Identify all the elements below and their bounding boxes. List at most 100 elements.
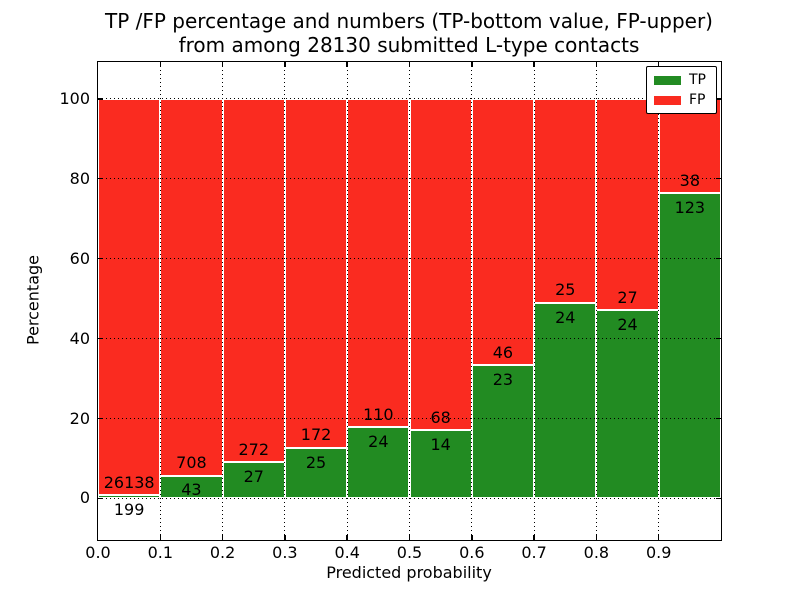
y-tick-label: 0 — [79, 488, 90, 508]
tp-count-label: 123 — [674, 197, 706, 217]
bar-segment-fp — [471, 98, 535, 366]
tp-count-label: 24 — [368, 431, 389, 451]
x-tick-label: 0.8 — [583, 543, 610, 562]
fp-count-label: 708 — [176, 453, 207, 473]
legend-entry-tp: TP — [654, 72, 709, 88]
y-tick-mark — [716, 177, 721, 180]
x-tick-label: 0.3 — [272, 543, 298, 562]
fp-count-label: 172 — [300, 425, 332, 445]
y-tick-mark — [716, 257, 721, 260]
x-tick-mark — [284, 535, 286, 540]
y-tick-mark — [98, 337, 103, 340]
y-tick-mark — [98, 417, 103, 420]
x-gridline — [533, 62, 535, 540]
x-tick-label: 0.9 — [645, 543, 672, 562]
bar-segment-fp — [98, 98, 161, 496]
x-gridline — [658, 62, 660, 540]
y-tick-label: 40 — [69, 328, 90, 348]
legend-entry-fp: FP — [654, 92, 709, 108]
chart-title-line1: TP /FP percentage and numbers (TP-bottom… — [105, 9, 713, 33]
y-tick-label: 80 — [69, 168, 90, 188]
tp-legend-swatch — [654, 75, 681, 85]
y-tick-label: 20 — [69, 408, 90, 428]
x-tick-mark — [657, 62, 660, 67]
y-tick-mark — [98, 98, 103, 100]
plot-area: 26138 199 708 43 272 27 172 25 110 24 68 14 46 23 25 24… — [97, 61, 722, 541]
x-tick-mark — [595, 535, 598, 540]
bar-segment-fp — [409, 98, 472, 431]
x-tick-mark — [284, 62, 286, 67]
y-tick-mark — [98, 257, 103, 260]
x-gridline — [284, 62, 286, 540]
x-tick-mark — [408, 535, 411, 540]
bar-segment-tp — [471, 365, 535, 499]
x-tick-mark — [471, 62, 473, 67]
fp-legend-label: FP — [689, 92, 706, 108]
x-gridline — [409, 62, 410, 540]
tp-count-label: 24 — [617, 315, 638, 335]
bar-segment-tp — [596, 310, 659, 499]
x-tick-mark — [346, 62, 348, 67]
bar-segment-fp — [284, 98, 348, 448]
x-tick-mark — [346, 535, 348, 540]
fp-legend-swatch — [654, 95, 681, 105]
bar-segment-tp — [284, 447, 348, 499]
x-tick-label: 0.7 — [521, 543, 547, 562]
fp-count-label: 38 — [679, 170, 701, 190]
bar-segment-fp — [222, 98, 285, 463]
fp-count-label: 25 — [555, 280, 576, 300]
y-tick-mark — [716, 497, 721, 500]
x-tick-label: 0.0 — [85, 543, 111, 562]
x-tick-mark — [533, 62, 535, 67]
y-tick-mark — [716, 337, 721, 340]
y-tick-label: 100 — [59, 88, 90, 108]
bar-segment-tp — [222, 462, 285, 499]
x-tick-mark — [221, 535, 224, 540]
x-tick-label: 0.4 — [334, 543, 360, 562]
tp-legend-label: TP — [689, 72, 706, 88]
x-tick-mark — [408, 62, 411, 67]
bar-segment-fp — [160, 98, 223, 476]
fp-count-label: 110 — [363, 404, 394, 424]
bar-segment-tp — [98, 495, 161, 499]
x-tick-mark — [221, 62, 224, 67]
chart-title: TP /FP percentage and numbers (TP-bottom… — [98, 9, 720, 57]
x-gridline — [159, 62, 161, 540]
bar-segment-fp — [658, 98, 721, 194]
y-tick-mark — [716, 417, 721, 420]
fp-count-label: 68 — [430, 407, 451, 427]
y-tick-mark — [716, 98, 721, 100]
x-gridline — [346, 62, 348, 540]
fp-count-label: 272 — [238, 440, 270, 460]
x-axis-label: Predicted probability — [326, 563, 492, 582]
bar-segment-tp — [658, 193, 721, 499]
y-tick-mark — [98, 177, 103, 180]
legend: TP FP — [646, 66, 717, 114]
x-tick-label: 0.6 — [459, 543, 485, 562]
x-tick-mark — [159, 535, 162, 540]
x-gridline — [471, 62, 473, 540]
tp-count-label: 23 — [492, 370, 514, 390]
bar-segment-fp — [534, 98, 597, 303]
x-tick-mark — [471, 535, 473, 540]
bar-segment-fp — [347, 98, 410, 427]
x-tick-mark — [159, 62, 162, 67]
x-tick-label: 0.5 — [396, 543, 423, 562]
fp-count-label: 46 — [492, 342, 514, 362]
x-tick-label: 0.1 — [147, 543, 174, 562]
tp-count-label: 27 — [243, 467, 264, 487]
tp-count-label: 25 — [305, 452, 327, 472]
y-tick-mark — [98, 497, 103, 500]
fp-count-label: 26138 — [103, 473, 155, 493]
fp-count-label: 27 — [617, 288, 638, 308]
x-tick-label: 0.2 — [209, 543, 236, 562]
x-tick-mark — [533, 535, 535, 540]
tp-count-label: 43 — [181, 480, 202, 500]
y-tick-label: 60 — [69, 248, 90, 268]
chart-title-line2: from among 28130 submitted L-type contac… — [178, 33, 640, 57]
tp-count-label: 199 — [113, 500, 145, 520]
tp-count-label: 14 — [430, 435, 451, 455]
bar-segment-tp — [347, 426, 410, 499]
x-tick-mark — [595, 62, 598, 67]
